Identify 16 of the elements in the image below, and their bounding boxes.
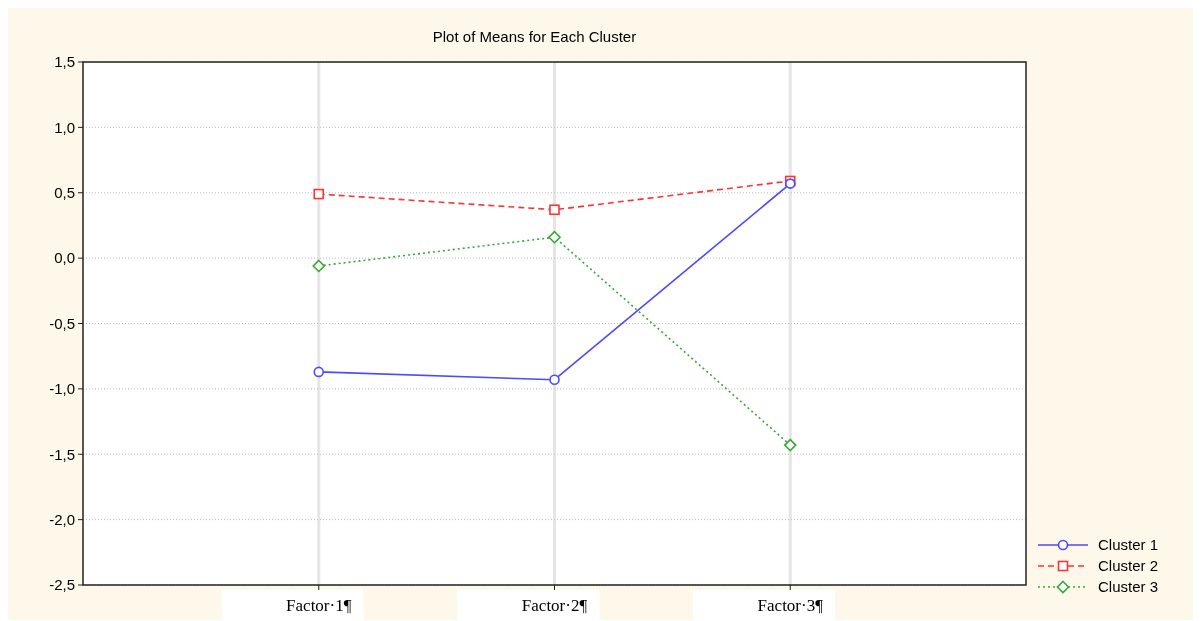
x-tick-label: Factor·2¶: [521, 596, 588, 615]
y-tick-label: -1,0: [49, 380, 75, 398]
y-tick-label: 1,5: [54, 53, 75, 71]
y-tick-label: -2,0: [49, 510, 75, 528]
legend-label: Cluster 1: [1098, 536, 1159, 554]
y-tick-label: 0,5: [54, 184, 75, 201]
y-tick-label: 0,0: [54, 249, 75, 267]
y-tick-label: -0,5: [49, 314, 75, 332]
legend-label: Cluster 2: [1098, 557, 1159, 575]
x-tick-label: Factor·1¶: [286, 596, 352, 615]
y-tick-label: 1,0: [54, 118, 75, 136]
x-tick-label: Factor·3¶: [757, 596, 824, 615]
y-tick-label: -1,5: [49, 445, 75, 463]
legend-label: Cluster 3: [1098, 578, 1159, 596]
y-tick-label: -2,5: [49, 576, 75, 594]
chart-title: Plot of Means for Each Cluster: [432, 28, 637, 45]
